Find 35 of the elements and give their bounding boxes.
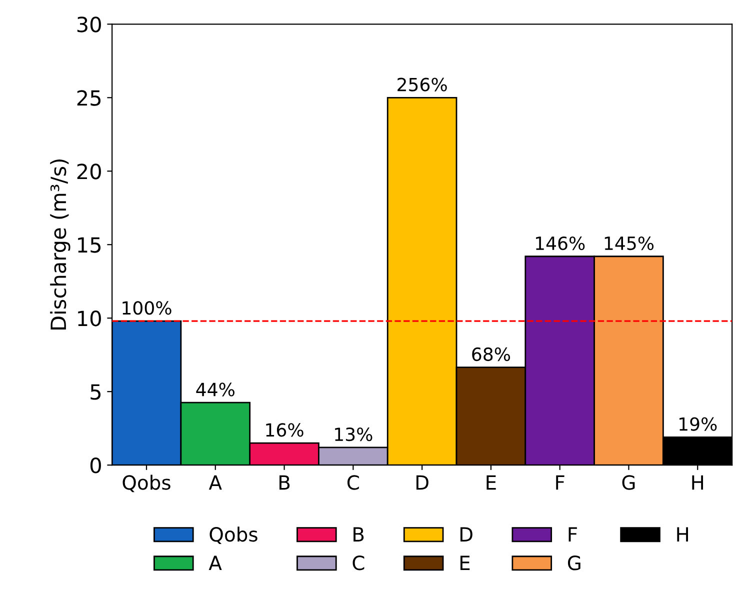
x-tick-label: G	[622, 475, 635, 490]
x-tick-label: C	[347, 475, 359, 490]
y-tick-label: 15	[78, 237, 101, 253]
legend-label: A	[208, 556, 222, 570]
annotation: 16%	[266, 423, 304, 437]
legend-label: D	[460, 527, 472, 542]
annotation: 68%	[472, 347, 510, 362]
annotation: 146%	[536, 236, 585, 250]
y-tick-label: 30	[77, 16, 101, 32]
annotation: 100%	[122, 301, 172, 315]
legend-label: F	[568, 527, 577, 542]
x-tick-label: E	[486, 475, 496, 490]
x-tick-label: B	[280, 475, 290, 490]
legend-label: G	[568, 556, 580, 570]
y-tick-label: 25	[77, 90, 101, 106]
x-tick-label: D	[416, 475, 428, 490]
annotation: 256%	[398, 78, 447, 92]
x-tick-label: F	[556, 475, 564, 490]
legend-label: E	[460, 556, 470, 570]
x-tick-label: A	[208, 475, 222, 490]
annotation: 19%	[680, 417, 717, 431]
y-tick-label: 0	[90, 458, 101, 474]
legend-label: Qobs	[210, 526, 258, 544]
x-tick-label: H	[692, 475, 704, 490]
annotation: 44%	[196, 382, 234, 396]
y-tick-label: 20	[77, 164, 101, 180]
y-axis-title: Discharge (m³/s)	[50, 160, 70, 330]
annotation: 13%	[335, 428, 372, 442]
legend-label: H	[677, 527, 688, 542]
y-tick-label: 5	[90, 384, 101, 400]
y-tick-label: 10	[78, 310, 101, 326]
x-tick-label: Qobs	[122, 474, 170, 492]
legend-label: C	[352, 556, 364, 570]
annotation: 145%	[604, 236, 654, 250]
legend-label: B	[354, 527, 364, 542]
